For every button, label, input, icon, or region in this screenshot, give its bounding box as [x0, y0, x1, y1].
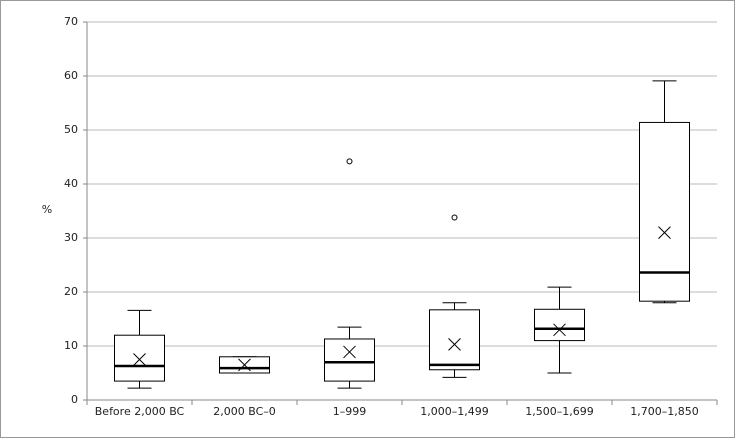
mean-marker: [553, 323, 566, 337]
mean-stroke: [133, 353, 146, 366]
y-tick-label: 40: [64, 177, 78, 190]
x-tick-label: 1,700–1,850: [630, 405, 698, 418]
y-tick-label: 60: [64, 69, 78, 82]
mean-stroke: [448, 338, 461, 351]
x-tick-label: 1,000–1,499: [420, 405, 488, 418]
box: [114, 334, 165, 382]
x-tick-label: 1,500–1,699: [525, 405, 593, 418]
y-tick-label: 50: [64, 123, 78, 136]
mean-marker: [238, 358, 251, 372]
y-tick-label: 30: [64, 231, 78, 244]
box: [324, 338, 375, 382]
mean-stroke: [658, 226, 671, 239]
x-tick-label: 1–999: [333, 405, 367, 418]
y-axis-label: %: [42, 203, 52, 216]
y-tick-label: 0: [71, 393, 78, 406]
box: [429, 309, 480, 371]
mean-marker: [658, 226, 671, 239]
mean-stroke: [553, 323, 566, 337]
x-tick-label: 2,000 BC–0: [213, 405, 276, 418]
y-tick-label: 10: [64, 339, 78, 352]
mean-stroke: [238, 358, 251, 372]
y-tick-label: 20: [64, 285, 78, 298]
mean-marker: [133, 353, 146, 366]
outlier: [346, 158, 353, 165]
y-tick-label: 70: [64, 15, 78, 28]
box: [639, 121, 690, 302]
box: [534, 308, 585, 342]
mean-stroke: [343, 345, 356, 359]
outlier: [451, 214, 458, 221]
mean-marker: [343, 345, 356, 359]
mean-marker: [448, 338, 461, 351]
x-tick-label: Before 2,000 BC: [95, 405, 185, 418]
